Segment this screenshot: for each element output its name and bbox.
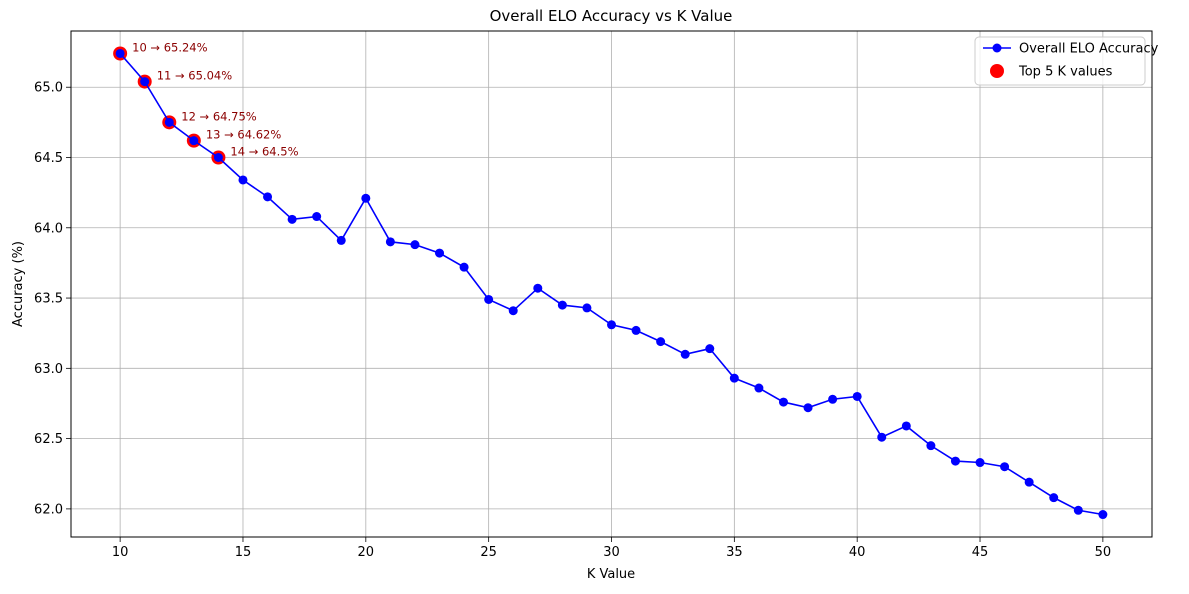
- data-point: [140, 77, 150, 87]
- data-point: [1049, 493, 1059, 503]
- data-point: [975, 458, 985, 468]
- data-point: [312, 212, 322, 222]
- series-layer: [115, 48, 1108, 520]
- data-point: [607, 320, 616, 330]
- point-annotation: 13 → 64.62%: [206, 128, 282, 142]
- chart-title: Overall ELO Accuracy vs K Value: [490, 7, 733, 25]
- x-tick-label: 15: [235, 545, 252, 560]
- data-point: [950, 456, 960, 466]
- data-point: [877, 432, 887, 442]
- data-point: [926, 441, 936, 451]
- data-point: [533, 283, 543, 293]
- data-point: [361, 193, 371, 203]
- data-point: [557, 300, 567, 310]
- y-axis-label: Accuracy (%): [11, 241, 26, 327]
- data-point: [115, 48, 125, 58]
- x-tick-label: 25: [480, 545, 497, 560]
- data-point: [1000, 462, 1010, 472]
- y-tick-label: 62.5: [34, 432, 63, 447]
- x-tick-label: 10: [112, 545, 129, 560]
- data-point: [508, 306, 518, 316]
- y-tick-label: 64.5: [34, 151, 63, 166]
- data-point: [189, 136, 199, 146]
- data-point: [164, 117, 174, 127]
- legend-box: [974, 36, 1146, 86]
- data-point: [778, 397, 788, 407]
- y-axis: 62.0 62.5 63.0 63.5 64.0 64.5 65.0: [34, 81, 71, 517]
- legend-label-highlight: Top 5 K values: [1018, 65, 1113, 80]
- data-point: [729, 373, 739, 383]
- x-tick-label: 30: [603, 545, 620, 560]
- x-tick-label: 35: [726, 545, 743, 560]
- point-annotation: 14 → 64.5%: [230, 145, 298, 159]
- data-point: [336, 235, 346, 245]
- data-point: [263, 192, 273, 202]
- legend: Overall ELO Accuracy Top 5 K values: [974, 36, 1159, 86]
- x-axis-label: K Value: [587, 567, 635, 582]
- point-annotation: 12 → 64.75%: [181, 109, 257, 123]
- legend-label-series: Overall ELO Accuracy: [1019, 42, 1159, 57]
- data-point: [385, 237, 395, 247]
- x-tick-label: 45: [972, 545, 989, 560]
- annotation-layer: 10 → 65.24% 11 → 65.04% 12 → 64.75% 13 → 64…: [132, 40, 298, 158]
- data-point: [901, 421, 911, 431]
- data-point: [803, 403, 813, 413]
- x-tick-label: 20: [358, 545, 375, 560]
- data-point: [582, 303, 592, 313]
- data-point: [287, 214, 297, 224]
- x-axis: 10 15 20 25 30 35 40 45 50: [112, 537, 1111, 560]
- legend-highlight-swatch: [990, 64, 1004, 78]
- legend-marker-swatch: [992, 43, 1002, 53]
- data-point: [459, 262, 469, 272]
- data-point: [238, 175, 248, 185]
- data-point: [852, 391, 862, 401]
- data-point: [828, 394, 838, 404]
- y-tick-label: 63.0: [34, 362, 63, 377]
- data-point: [680, 349, 690, 359]
- y-tick-label: 63.5: [34, 292, 63, 307]
- data-point: [213, 153, 223, 162]
- data-point: [1098, 510, 1108, 520]
- data-point: [410, 240, 420, 250]
- y-tick-label: 65.0: [34, 81, 63, 96]
- point-annotation: 10 → 65.24%: [132, 40, 208, 54]
- data-point: [656, 337, 666, 347]
- data-point: [1073, 505, 1083, 515]
- y-tick-label: 62.0: [34, 502, 63, 517]
- point-annotation: 11 → 65.04%: [157, 69, 233, 83]
- data-point: [705, 344, 715, 354]
- data-point: [1024, 477, 1034, 487]
- data-point: [754, 383, 764, 393]
- data-point: [435, 248, 445, 258]
- data-point: [631, 325, 641, 335]
- data-point: [484, 294, 494, 304]
- y-tick-label: 64.0: [34, 221, 63, 236]
- x-tick-label: 50: [1095, 545, 1112, 560]
- x-tick-label: 40: [849, 545, 866, 560]
- grid: [71, 31, 1152, 537]
